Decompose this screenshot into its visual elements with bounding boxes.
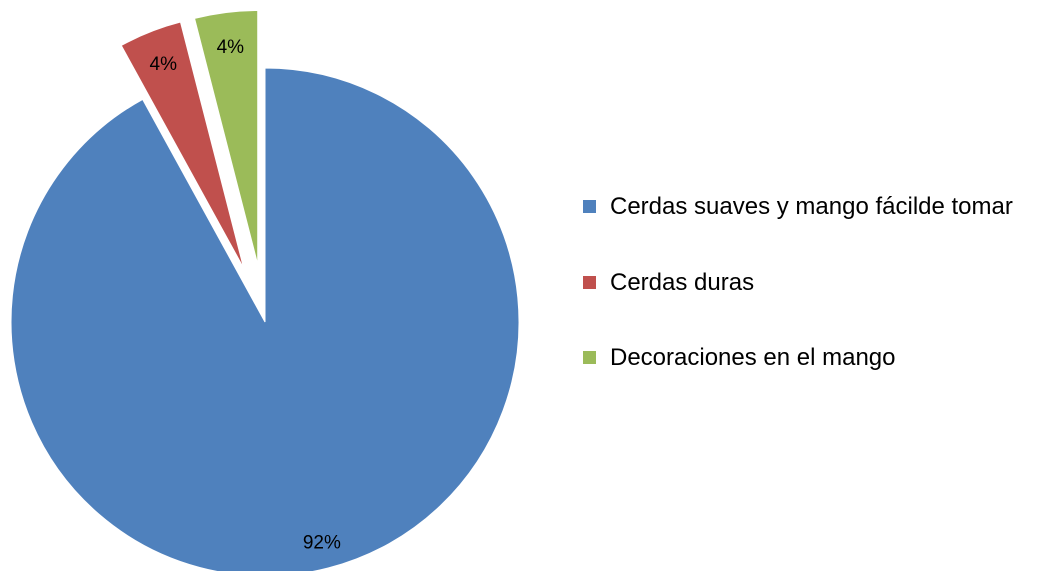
legend-swatch bbox=[583, 276, 596, 289]
legend-label: Cerdas duras bbox=[610, 269, 755, 296]
legend-entry: Cerdas duras bbox=[583, 266, 1053, 299]
legend-swatch bbox=[583, 351, 596, 364]
data-label: 4% bbox=[217, 37, 245, 58]
legend-entry: Cerdas suaves y mango fácilde tomar bbox=[583, 190, 1053, 223]
legend-label: Cerdas suaves y mango fácilde tomar bbox=[610, 193, 1013, 220]
pie-slice bbox=[10, 67, 520, 571]
pie-slice bbox=[120, 21, 245, 269]
data-label: 92% bbox=[303, 532, 341, 553]
data-label: 4% bbox=[150, 54, 178, 75]
pie-slice bbox=[193, 9, 259, 265]
legend-label: Decoraciones en el mango bbox=[610, 344, 896, 371]
legend-swatch bbox=[583, 200, 596, 213]
legend-entry: Decoraciones en el mango bbox=[583, 341, 1053, 374]
